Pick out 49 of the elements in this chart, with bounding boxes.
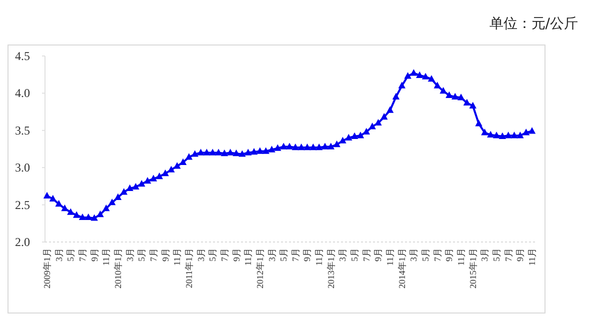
y-tick-label: 3.0	[15, 160, 30, 175]
x-tick-label: 9月	[231, 248, 242, 262]
x-tick-label: 11月	[456, 248, 466, 266]
x-tick-label: 3月	[196, 248, 206, 262]
y-tick-label: 4.0	[15, 86, 30, 100]
x-tick-label: 2015年1月	[468, 248, 478, 288]
x-tick-label: 7月	[361, 248, 372, 262]
x-tick-label: 11月	[314, 248, 324, 266]
x-tick-label: 9月	[373, 248, 384, 262]
x-tick-label: 9月	[444, 248, 454, 262]
y-tick-label: 2.5	[15, 198, 30, 212]
x-tick-label: 2010年1月	[112, 248, 123, 288]
x-tick-label: 3月	[338, 248, 348, 262]
x-tick-label: 2011年1月	[184, 248, 194, 288]
x-tick-label: 2014年1月	[396, 248, 407, 288]
x-tick-label: 9月	[515, 248, 526, 262]
x-tick-label: 2009年1月	[42, 248, 52, 288]
text: 单位：元/公斤	[489, 16, 578, 32]
x-tick-label: 3月	[266, 248, 277, 262]
y-tick-label: 4.5	[15, 49, 30, 63]
x-tick-label: 11月	[101, 248, 112, 266]
x-tick-label: 7月	[503, 248, 514, 262]
x-tick-label: 9月	[89, 248, 100, 262]
x-tick-label: 3月	[124, 248, 135, 262]
y-tick-label: 2.0	[15, 235, 30, 249]
x-tick-label: 2012年1月	[254, 248, 265, 288]
x-tick-label: 5月	[492, 248, 502, 262]
x-tick-label: 5月	[66, 248, 76, 262]
x-tick-label: 3月	[480, 248, 490, 262]
x-tick-label: 7月	[290, 248, 300, 262]
x-tick-label: 9月	[160, 248, 170, 262]
x-tick-label: 5月	[136, 248, 147, 262]
x-tick-label: 5月	[208, 248, 218, 262]
y-tick-label: 3.5	[15, 123, 30, 138]
x-tick-label: 7月	[148, 248, 158, 262]
x-tick-label: 5月	[350, 248, 360, 262]
x-tick-label: 2013年1月	[326, 248, 336, 288]
x-tick-label: 11月	[243, 248, 254, 266]
x-tick-label: 11月	[172, 248, 182, 266]
x-tick-label: 7月	[432, 248, 442, 262]
x-tick-label: 11月	[385, 248, 396, 266]
x-tick-label: 7月	[77, 248, 88, 262]
x-tick-label: 7月	[219, 248, 230, 262]
x-tick-label: 3月	[408, 248, 419, 262]
x-tick-label: 11月	[527, 248, 537, 266]
x-tick-label: 3月	[54, 248, 64, 262]
x-tick-label: 5月	[420, 248, 431, 262]
x-tick-label: 5月	[278, 248, 289, 262]
x-tick-label: 9月	[302, 248, 312, 262]
